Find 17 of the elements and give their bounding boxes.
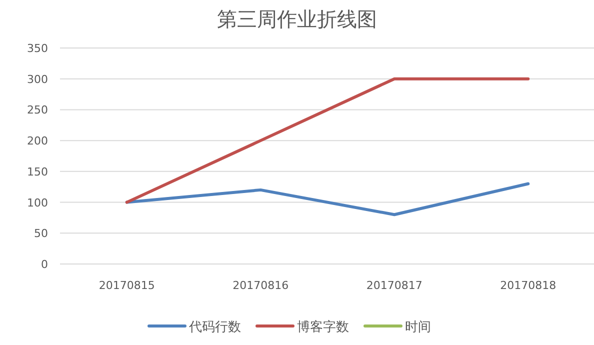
chart-title: 第三周作业折线图 (217, 7, 377, 31)
x-tick-label: 20170815 (98, 279, 155, 292)
legend-label: 博客字数 (297, 319, 349, 335)
legend-label: 代码行数 (188, 320, 241, 335)
y-tick-label: 100 (27, 196, 48, 210)
legend-label: 时间 (405, 320, 431, 335)
line-series (125, 182, 530, 216)
y-tick-label: 300 (27, 72, 48, 86)
y-tick-label: 250 (27, 104, 48, 117)
y-tick-label: 350 (27, 42, 48, 55)
x-tick-label: 20170818 (500, 279, 556, 292)
y-tick-label: 150 (27, 165, 48, 178)
y-tick-label: 0 (41, 258, 48, 271)
x-tick-label: 20170816 (232, 279, 289, 292)
x-tick-label: 20170817 (366, 279, 422, 292)
y-tick-label: 50 (34, 227, 48, 240)
y-tick-label: 200 (27, 134, 48, 148)
